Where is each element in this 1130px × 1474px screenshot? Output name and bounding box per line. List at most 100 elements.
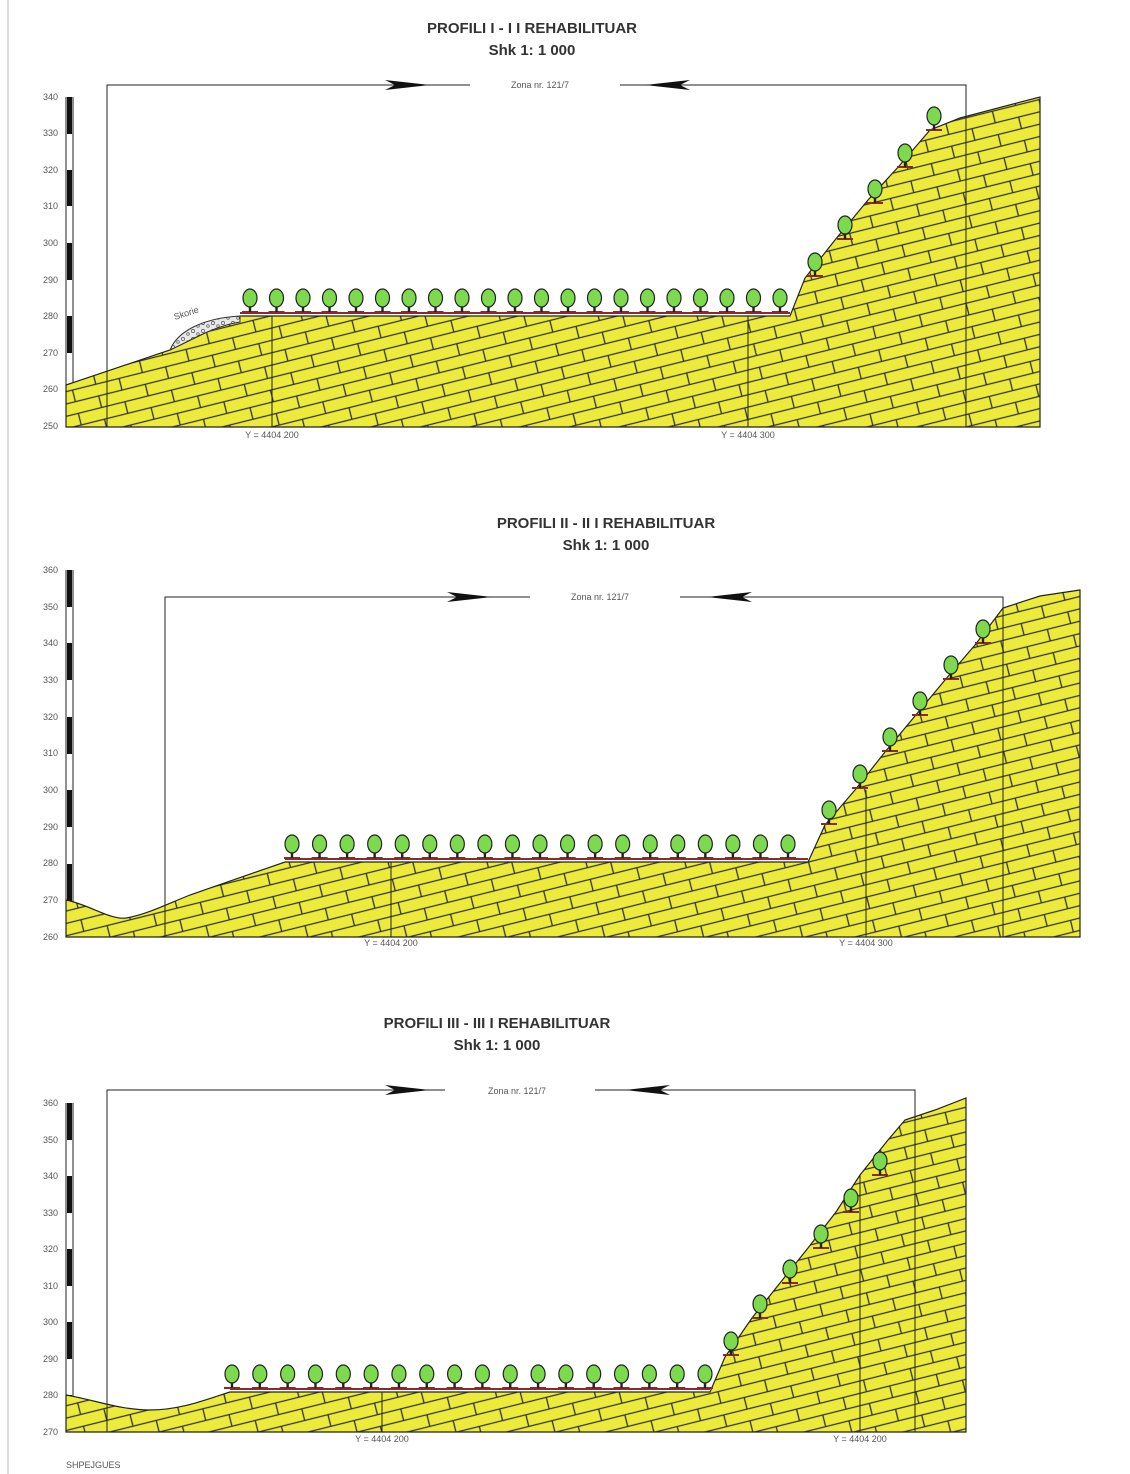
tree-row — [284, 619, 991, 859]
tree-icon — [807, 252, 823, 277]
tree-icon — [641, 1364, 658, 1389]
profile-1: PROFILI I - I I REHABILITUAR Shk 1: 1 00… — [43, 20, 1041, 440]
y-tick-label: 310 — [43, 201, 58, 211]
tree-icon — [242, 288, 258, 313]
y-tick-label: 360 — [43, 565, 58, 575]
y-tick-label: 330 — [43, 128, 58, 138]
tree-icon — [975, 619, 991, 644]
tree-icon — [872, 1151, 888, 1176]
tree-icon — [507, 288, 523, 313]
y-tick-label: 340 — [43, 638, 58, 648]
tree-icon — [480, 288, 497, 313]
tree-icon — [560, 288, 576, 313]
coordinate-label: Y = 4404 200 — [364, 938, 418, 948]
tree-icon — [912, 691, 928, 716]
tree-icon — [311, 834, 328, 859]
tree-icon — [897, 143, 913, 168]
tree-icon — [530, 1364, 547, 1389]
tree-icon — [307, 1364, 324, 1389]
tree-icon — [449, 834, 466, 859]
tree-icon — [614, 834, 631, 859]
tree-icon — [666, 288, 682, 313]
tree-icon — [586, 288, 603, 313]
tree-icon — [639, 288, 656, 313]
tree-icon — [745, 288, 762, 313]
tree-icon — [669, 1364, 686, 1389]
arrow-icon — [625, 1085, 670, 1095]
tree-icon — [427, 288, 444, 313]
tree-icon — [843, 1188, 859, 1213]
tree-icon — [348, 288, 364, 313]
tree-icon — [837, 215, 853, 240]
tree-icon — [780, 834, 796, 859]
tree-icon — [446, 1364, 463, 1389]
tree-icon — [821, 800, 837, 825]
y-tick-label: 280 — [43, 1390, 58, 1400]
tree-icon — [943, 655, 959, 680]
tree-icon — [251, 1364, 268, 1389]
coordinate-label: Y = 4404 200 — [833, 1434, 887, 1444]
y-tick-label: 300 — [43, 785, 58, 795]
profile-scale: Shk 1: 1 000 — [489, 42, 576, 59]
tree-icon — [339, 834, 356, 859]
tree-icon — [366, 834, 383, 859]
coordinate-label: Y = 4404 300 — [839, 938, 893, 948]
y-tick-label: 260 — [43, 384, 58, 394]
profile-2: PROFILI II - II I REHABILITUAR Shk 1: 1 … — [43, 515, 1081, 948]
tree-icon — [476, 834, 493, 859]
tree-icon — [474, 1364, 491, 1389]
y-tick-label: 280 — [43, 311, 58, 321]
tree-icon — [723, 1331, 739, 1356]
y-tick-label: 360 — [43, 1098, 58, 1108]
y-tick-label: 290 — [43, 1354, 58, 1364]
y-tick-label: 300 — [43, 238, 58, 248]
y-tick-label: 330 — [43, 675, 58, 685]
y-tick-label: 340 — [43, 1171, 58, 1181]
y-tick-label: 270 — [43, 895, 58, 905]
zone-label: Zona nr. 121/7 — [571, 592, 629, 602]
tree-icon — [421, 834, 438, 859]
y-tick-label: 270 — [43, 1427, 58, 1437]
tree-icon — [926, 106, 942, 131]
tree-icon — [772, 288, 788, 313]
zone-label: Zona nr. 121/7 — [511, 80, 569, 90]
terrain-section — [65, 1097, 967, 1433]
tree-icon — [692, 288, 709, 313]
tree-icon — [867, 179, 883, 204]
tree-icon — [559, 834, 576, 859]
tree-icon — [284, 834, 300, 859]
tree-icon — [279, 1364, 296, 1389]
y-axis: 360 350 340 330 320 310 300 290 280 270 — [43, 1098, 74, 1437]
tree-icon — [724, 834, 741, 859]
tree-icon — [882, 727, 898, 752]
arrow-icon — [645, 80, 690, 90]
tree-icon — [697, 1364, 713, 1389]
arrow-icon — [707, 592, 752, 602]
tree-icon — [504, 834, 521, 859]
y-tick-label: 290 — [43, 275, 58, 285]
tree-icon — [321, 288, 338, 313]
arrow-icon — [385, 80, 430, 90]
tree-icon — [363, 1364, 380, 1389]
tree-icon — [295, 288, 311, 313]
coordinate-label: Y = 4404 300 — [721, 430, 775, 440]
y-tick-label: 290 — [43, 822, 58, 832]
tree-icon — [752, 834, 769, 859]
y-tick-label: 310 — [43, 1281, 58, 1291]
coordinate-label: Y = 4404 200 — [355, 1434, 409, 1444]
tree-icon — [401, 288, 417, 313]
arrow-icon — [447, 592, 492, 602]
y-tick-label: 330 — [43, 1208, 58, 1218]
tree-icon — [697, 834, 714, 859]
coordinate-label: Y = 4404 200 — [245, 430, 299, 440]
y-tick-label: 310 — [43, 748, 58, 758]
terrain-section — [65, 96, 1041, 428]
tree-icon — [585, 1364, 602, 1389]
legend-label: SHPEJGUES — [66, 1460, 121, 1470]
profile-title: PROFILI II - II I REHABILITUAR — [497, 515, 715, 532]
zone-label: Zona nr. 121/7 — [488, 1086, 546, 1096]
tree-icon — [390, 1364, 407, 1389]
profile-title: PROFILI I - I I REHABILITUAR — [427, 20, 637, 37]
tree-icon — [532, 834, 548, 859]
